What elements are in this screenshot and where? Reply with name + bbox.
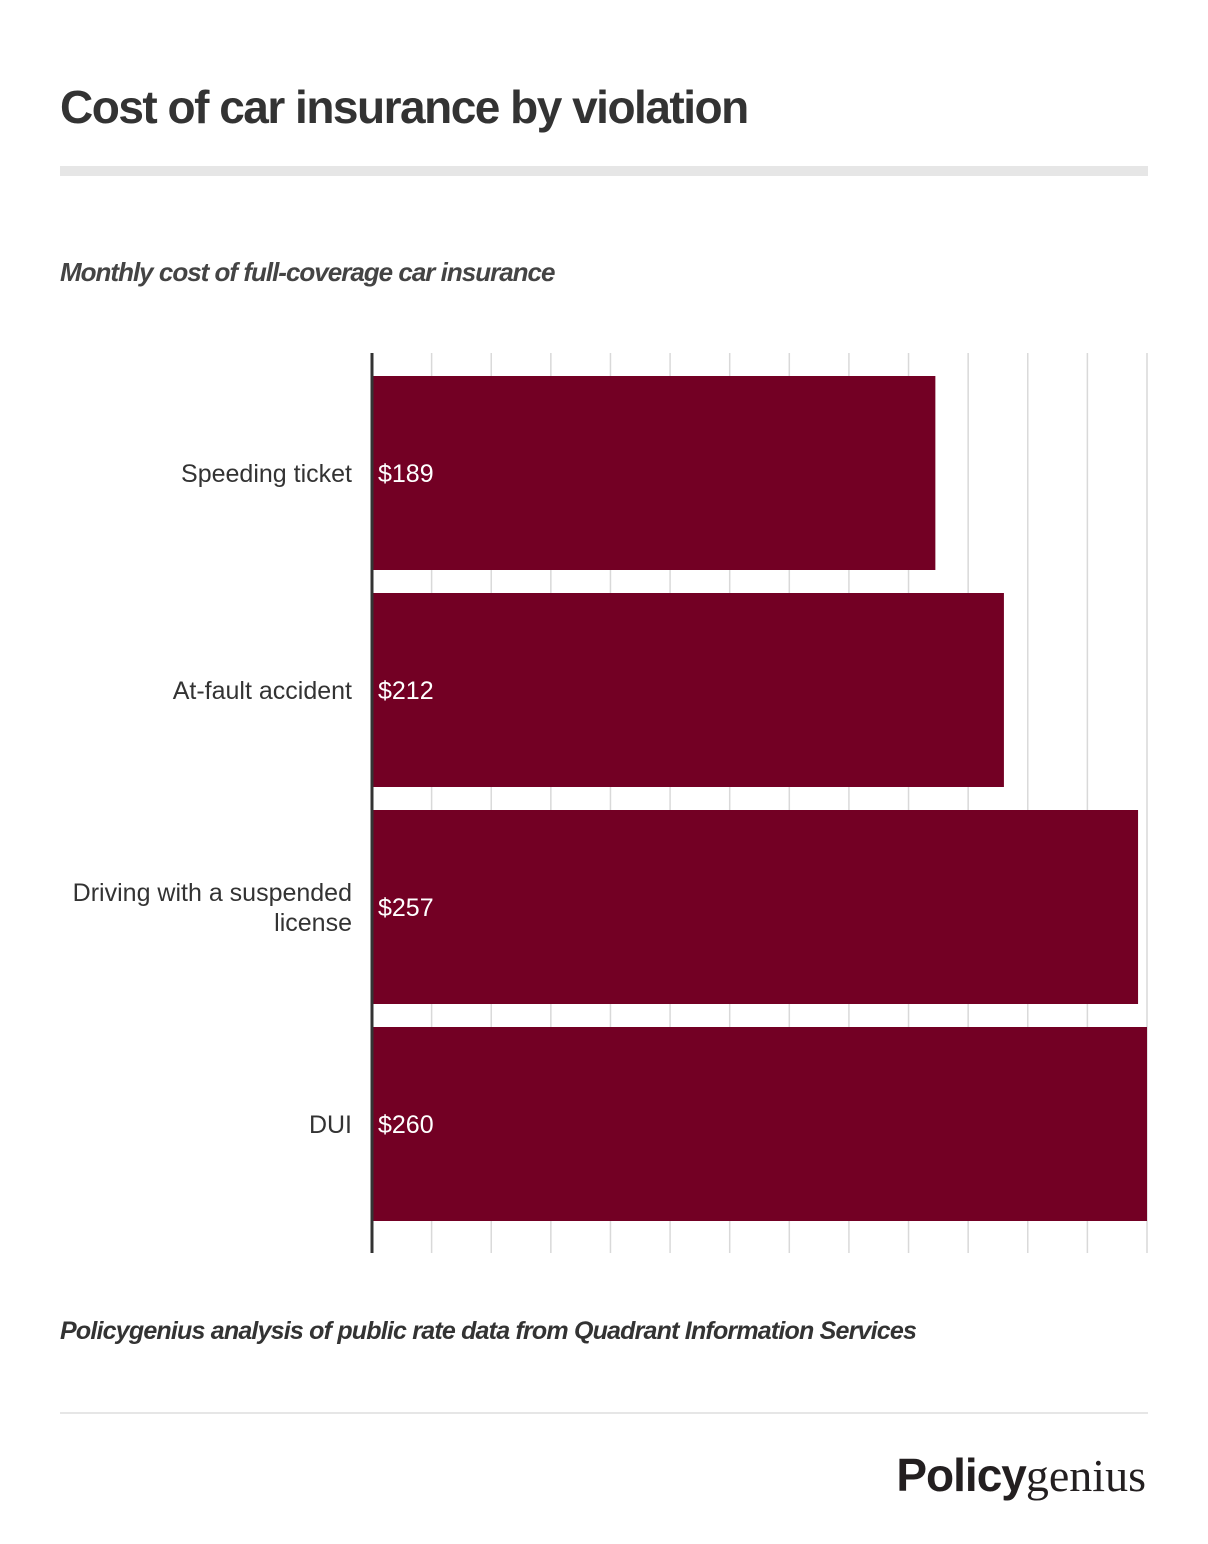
logo-light-text: genius (1025, 1450, 1146, 1501)
chart-subtitle: Monthly cost of full-coverage car insura… (60, 257, 555, 287)
title-divider (60, 166, 1148, 176)
category-label: Driving with a suspended (73, 879, 352, 907)
source-note: Policygenius analysis of public rate dat… (60, 1317, 917, 1345)
bar (372, 1027, 1147, 1221)
category-label: Speeding ticket (181, 460, 352, 488)
bar (372, 810, 1139, 1004)
bar (372, 376, 936, 570)
category-label: At-fault accident (173, 677, 352, 705)
logo-bold-text: Policy (896, 1449, 1027, 1501)
category-label: DUI (309, 1111, 352, 1139)
category-label: license (274, 909, 352, 937)
policygenius-logo: Policygenius (896, 1448, 1146, 1502)
chart-title: Cost of car insurance by violation (60, 81, 749, 133)
data-label: $189 (378, 460, 434, 488)
footer-divider (60, 1412, 1148, 1414)
data-label: $212 (378, 677, 434, 705)
data-label: $260 (378, 1111, 434, 1139)
data-label: $257 (378, 894, 434, 922)
bar (372, 593, 1004, 787)
